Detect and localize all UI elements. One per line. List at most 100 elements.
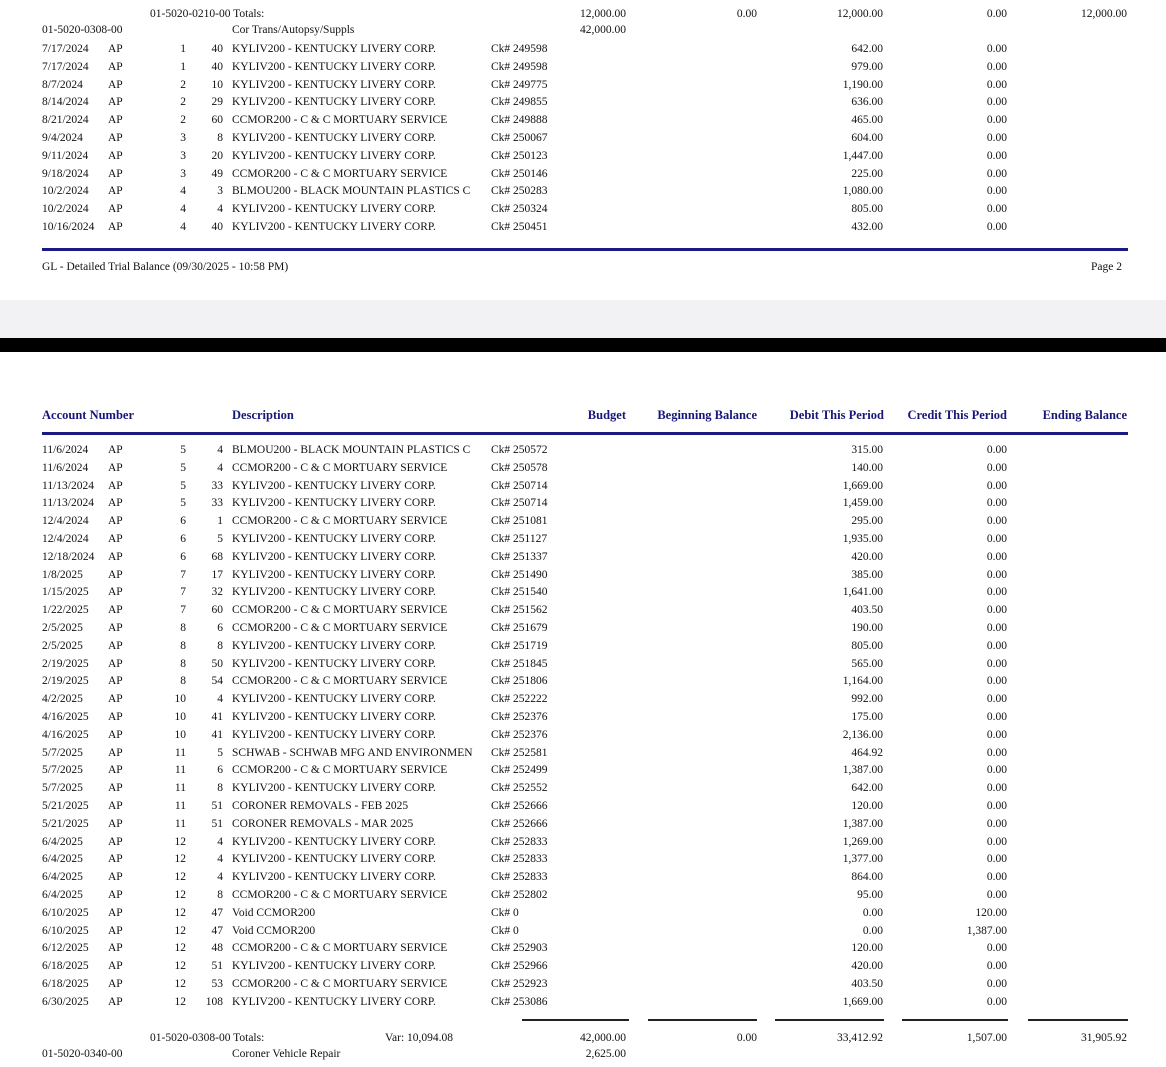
row-date: 12/4/2024 [42, 533, 89, 545]
totals-budget: 12,000.00 [580, 8, 626, 20]
account-number: 01-5020-0308-00 [42, 24, 123, 36]
row-period: 11 [174, 746, 186, 759]
row-debit: 1,377.00 [842, 853, 883, 866]
row-debit: 403.50 [851, 978, 883, 990]
row-source: AP [108, 817, 123, 830]
row-debit: 315.00 [851, 444, 883, 456]
row-source: AP [108, 924, 123, 937]
row-sequence: 20 [211, 149, 224, 162]
row-period: 2 [180, 96, 186, 109]
row-sequence: 4 [217, 203, 223, 216]
row-sequence: 50 [211, 657, 224, 670]
row-credit: 1,387.00 [966, 924, 1007, 937]
row-source: AP [108, 711, 123, 723]
row-credit: 0.00 [986, 533, 1007, 545]
row-date: 10/16/2024 [42, 221, 95, 233]
row-debit: 1,387.00 [842, 817, 883, 830]
account-budget: 42,000.00 [580, 24, 626, 36]
row-description: Void CCMOR200 [232, 924, 316, 937]
row-reference: Ck# 252833 [491, 853, 548, 866]
row-description: KYLIV200 - KENTUCKY LIVERY CORP. [232, 203, 436, 216]
row-reference: Ck# 252376 [491, 711, 548, 723]
report-page-2: Account Number Description Budget Beginn… [0, 352, 1166, 1067]
row-debit: 1,459.00 [842, 497, 883, 510]
row-source: AP [108, 853, 123, 866]
row-description: KYLIV200 - KENTUCKY LIVERY CORP. [232, 479, 436, 492]
row-debit: 864.00 [851, 871, 883, 884]
row-date: 11/13/2024 [42, 497, 94, 510]
row-period: 8 [180, 657, 186, 670]
row-sequence: 6 [217, 764, 223, 777]
row-sequence: 33 [211, 497, 224, 510]
row-credit: 0.00 [986, 889, 1007, 901]
row-date: 11/6/2024 [42, 461, 89, 474]
row-description: KYLIV200 - KENTUCKY LIVERY CORP. [232, 533, 436, 545]
row-period: 12 [174, 871, 187, 884]
row-date: 6/4/2025 [42, 889, 83, 901]
row-reference: Ck# 249888 [491, 114, 548, 127]
row-source: AP [108, 149, 123, 162]
row-description: CCMOR200 - C & C MORTUARY SERVICE [232, 167, 448, 180]
row-credit: 0.00 [986, 114, 1007, 127]
row-source: AP [108, 60, 123, 73]
row-debit: 1,080.00 [842, 185, 883, 198]
row-sequence: 8 [217, 639, 223, 652]
row-description: CCMOR200 - C & C MORTUARY SERVICE [232, 978, 448, 990]
totals-variance: Var: 10,094.08 [385, 1032, 454, 1044]
row-source: AP [108, 871, 123, 884]
row-date: 11/13/2024 [42, 479, 94, 492]
row-debit: 1,164.00 [842, 675, 883, 688]
row-credit: 0.00 [986, 995, 1007, 1008]
row-source: AP [108, 693, 123, 706]
row-date: 2/19/2025 [42, 657, 89, 670]
row-sequence: 47 [211, 906, 224, 919]
row-source: AP [108, 657, 123, 670]
row-sequence: 51 [211, 817, 224, 830]
row-sequence: 60 [211, 114, 224, 127]
row-source: AP [108, 622, 123, 634]
row-source: AP [108, 942, 123, 955]
report-footer-title: GL - Detailed Trial Balance (09/30/2025 … [42, 261, 289, 273]
row-period: 4 [180, 221, 186, 233]
row-period: 5 [180, 497, 186, 510]
row-reference: Ck# 252666 [491, 817, 548, 830]
row-date: 9/18/2024 [42, 167, 89, 180]
row-reference: Ck# 250283 [491, 185, 548, 198]
row-date: 2/19/2025 [42, 675, 89, 688]
row-credit: 0.00 [986, 550, 1007, 563]
row-debit: 565.00 [851, 657, 883, 670]
row-reference: Ck# 251679 [491, 622, 548, 634]
row-source: AP [108, 96, 123, 109]
row-reference: Ck# 251540 [491, 586, 548, 599]
totals-rule-beginning [648, 1019, 757, 1021]
row-sequence: 33 [211, 479, 224, 492]
row-description: CORONER REMOVALS - FEB 2025 [232, 800, 409, 812]
row-source: AP [108, 568, 123, 581]
row-sequence: 41 [211, 728, 224, 741]
row-source: AP [108, 639, 123, 652]
row-debit: 0.00 [862, 906, 883, 919]
row-description: CCMOR200 - C & C MORTUARY SERVICE [232, 622, 448, 634]
row-description: SCHWAB - SCHWAB MFG AND ENVIRONMEN [232, 746, 473, 759]
row-description: CCMOR200 - C & C MORTUARY SERVICE [232, 675, 448, 688]
row-debit: 120.00 [851, 800, 883, 812]
row-source: AP [108, 906, 123, 919]
totals-label: 01-5020-0210-00 Totals: [150, 8, 265, 20]
row-debit: 465.00 [851, 114, 883, 127]
row-reference: Ck# 251127 [491, 533, 548, 545]
row-sequence: 8 [217, 132, 223, 144]
row-sequence: 1 [217, 515, 223, 528]
row-credit: 0.00 [986, 132, 1007, 144]
account-description: Coroner Vehicle Repair [232, 1048, 341, 1060]
totals-ending: 12,000.00 [1081, 8, 1127, 20]
row-debit: 464.92 [851, 746, 883, 759]
row-period: 12 [174, 960, 187, 973]
row-sequence: 54 [211, 675, 224, 688]
row-description: KYLIV200 - KENTUCKY LIVERY CORP. [232, 711, 436, 723]
row-sequence: 60 [211, 604, 224, 617]
row-source: AP [108, 497, 123, 510]
row-debit: 1,269.00 [842, 835, 883, 848]
row-credit: 0.00 [986, 461, 1007, 474]
row-debit: 295.00 [851, 515, 883, 528]
totals-label: 01-5020-0308-00 Totals: [150, 1032, 265, 1044]
